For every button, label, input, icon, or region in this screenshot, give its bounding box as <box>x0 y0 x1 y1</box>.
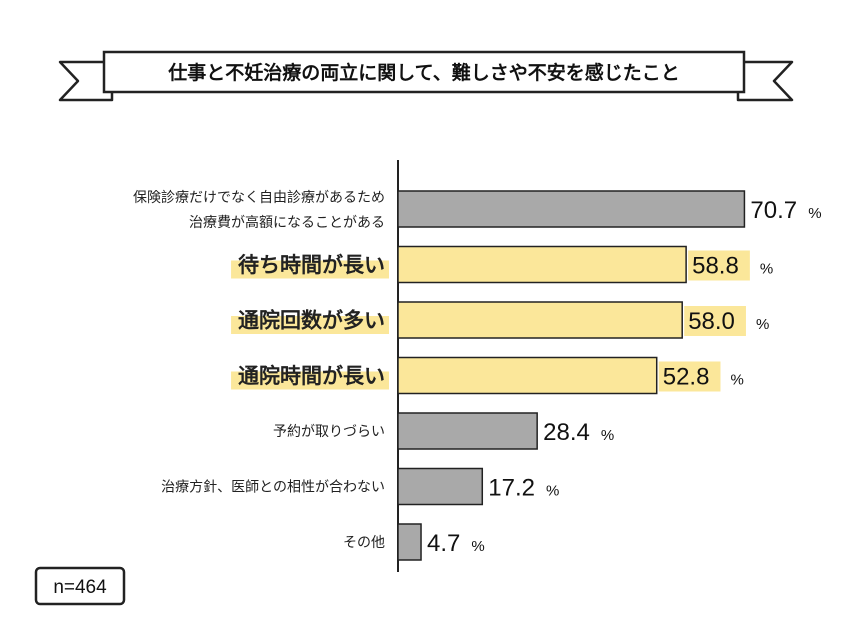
bar <box>397 190 746 228</box>
value-highlight <box>688 250 750 281</box>
value-label: 58.0 <box>688 308 735 335</box>
category-label: その他 <box>343 535 385 551</box>
value-label: 17.2 <box>488 475 535 502</box>
category-label: 治療方針、医師との相性が合わない <box>161 479 385 496</box>
label-highlight <box>231 316 389 334</box>
bar-group: 通院時間が長い 52.8% <box>231 356 744 395</box>
percent-unit: % <box>601 427 614 444</box>
sample-size-box: n=464 <box>34 566 126 606</box>
bar-group: 待ち時間が長い 58.8% <box>231 245 773 284</box>
value-label: 52.8 <box>663 364 710 391</box>
value-label: 4.7 <box>427 530 460 557</box>
value-highlight <box>658 361 721 392</box>
percent-unit: % <box>471 538 484 555</box>
sample-size-label: n=464 <box>53 577 107 598</box>
category-label: 通院時間が長い <box>238 364 385 388</box>
category-label: 保険診療だけでなく自由診療があるため <box>133 189 385 206</box>
value-label: 28.4 <box>543 419 590 446</box>
title-banner: 仕事と不妊治療の両立に関して、難しさや不安を感じたこと <box>58 50 794 102</box>
bar <box>397 523 422 561</box>
bar <box>397 245 687 284</box>
category-label: 予約が取りづらい <box>273 424 385 440</box>
category-label: 治療費が高額になることがある <box>189 214 385 231</box>
bar <box>397 301 683 339</box>
percent-unit: % <box>808 205 821 222</box>
bar-group: 通院回数が多い 58.0% <box>231 301 769 339</box>
ribbon-right <box>736 60 794 102</box>
value-highlight <box>684 306 746 336</box>
category-label: 通院回数が多い <box>238 309 385 333</box>
value-label: 70.7 <box>750 197 797 224</box>
bar <box>397 356 658 395</box>
title-box <box>102 50 746 94</box>
percent-unit: % <box>546 483 559 500</box>
bar-group: 予約が取りづらい 28.4% <box>273 412 614 450</box>
label-highlight <box>231 260 389 279</box>
bar <box>397 467 484 506</box>
category-label: 待ち時間が長い <box>238 253 385 277</box>
percent-unit: % <box>760 261 773 278</box>
bar-group: その他 4.7% <box>343 523 485 561</box>
percent-unit: % <box>730 372 743 389</box>
bar <box>397 412 538 450</box>
label-highlight <box>231 371 389 390</box>
chart-title: 仕事と不妊治療の両立に関して、難しさや不安を感じたこと <box>167 61 679 84</box>
percent-unit: % <box>756 316 769 333</box>
bar-group: 治療方針、医師との相性が合わない 17.2% <box>161 467 559 506</box>
value-label: 58.8 <box>692 253 739 280</box>
sample-size-frame <box>34 566 126 606</box>
